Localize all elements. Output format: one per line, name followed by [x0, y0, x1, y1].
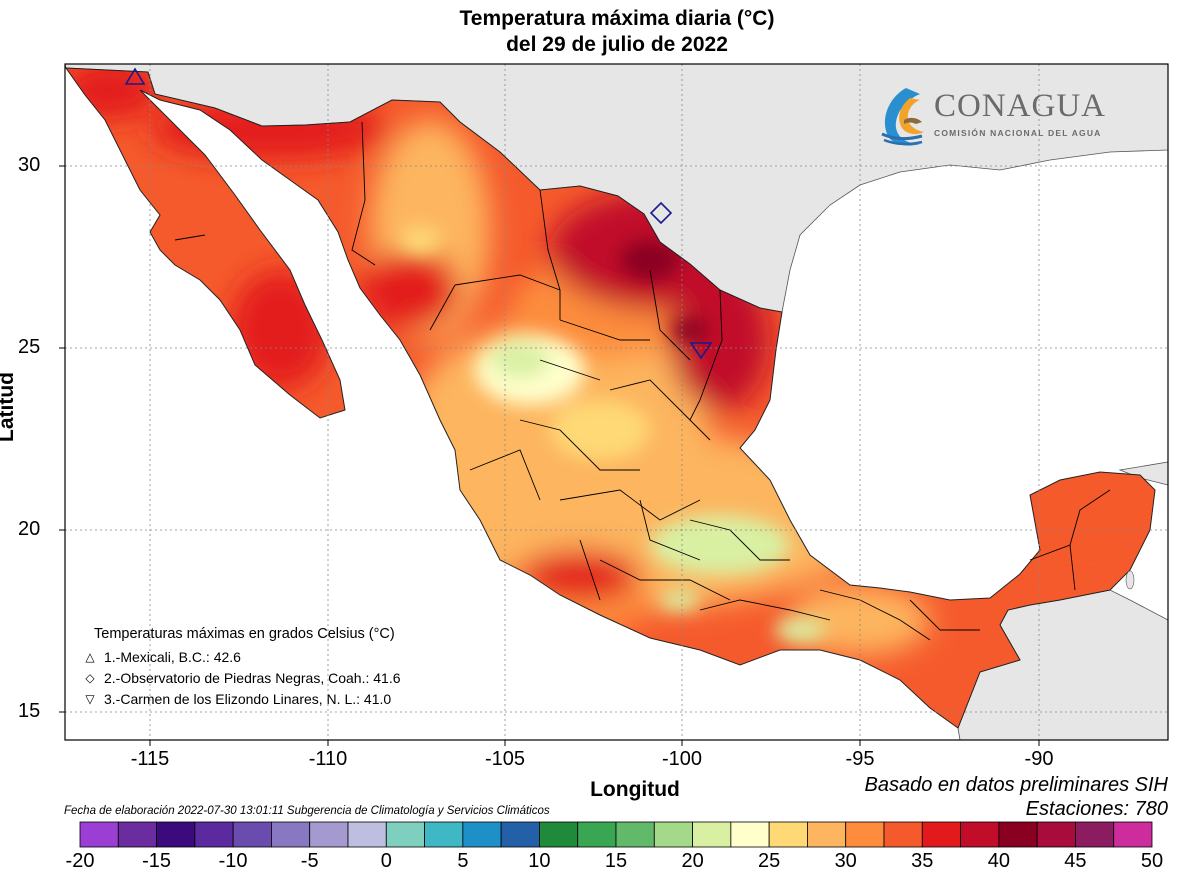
logo-wordmark: CONAGUA: [934, 88, 1106, 124]
y-tick-20: 20: [18, 518, 41, 540]
colorbar-swatch: [730, 821, 770, 848]
colorbar-swatch: [194, 821, 234, 848]
colorbar-swatch: [347, 821, 387, 848]
colorbar-tick-label: 5: [457, 850, 469, 872]
colorbar-tick-label: 10: [528, 850, 551, 872]
colorbar-swatch: [462, 821, 502, 848]
colorbar-tick-label: 30: [834, 850, 857, 872]
colorbar-swatch: [998, 821, 1038, 848]
colorbar-swatch: [539, 821, 579, 848]
map-date-subtitle: del 29 de julio de 2022: [506, 33, 728, 56]
colorbar-swatch: [385, 821, 425, 848]
colorbar-tick-label: 45: [1064, 850, 1087, 872]
colorbar-swatch: [156, 821, 196, 848]
x-tick-minus95: -95: [845, 748, 875, 770]
colorbar-swatch: [960, 821, 1000, 848]
legend-item-label: 3.-Carmen de los Elizondo Linares, N. L.…: [104, 691, 392, 707]
conagua-emblem-icon: [881, 88, 924, 146]
colorbar-tick-label: -10: [218, 850, 248, 872]
y-tick-30: 30: [18, 154, 41, 176]
station-markers: [124, 67, 713, 360]
marker-piedras-negras: [649, 201, 673, 225]
x-tick-minus100: -100: [661, 748, 703, 770]
colorbar-swatch: [271, 821, 311, 848]
legend-item-label: 1.-Mexicali, B.C.: 42.6: [104, 649, 241, 665]
marker-mexicali: [124, 67, 146, 85]
colorbar-tick-label: 40: [987, 850, 1011, 872]
colorbar-swatch: [883, 821, 923, 848]
marker-carmen-elizondo: [689, 342, 713, 360]
colorbar-swatch: [845, 821, 885, 848]
colorbar-tick-label: 35: [911, 850, 934, 872]
colorbar-swatch: [615, 821, 655, 848]
y-axis-label: Latitud: [0, 372, 18, 442]
x-tick-minus105: -105: [484, 748, 526, 770]
colorbar-tick-label: 15: [604, 850, 628, 872]
colorbar-swatch: [424, 821, 464, 848]
colorbar-tick-label: 50: [1140, 850, 1164, 872]
legend-title: Temperaturas máximas en grados Celsius (…: [94, 626, 395, 642]
colorbar-tick-label: 20: [681, 850, 704, 872]
colorbar-tick-label: -15: [142, 850, 172, 872]
legend-item: ◇ 2.-Observatorio de Piedras Negras, Coa…: [82, 668, 401, 689]
colorbar-swatch: [79, 821, 119, 848]
legend-item-label: 2.-Observatorio de Piedras Negras, Coah.…: [104, 670, 401, 686]
legend-item: △ 1.-Mexicali, B.C.: 42.6: [82, 647, 401, 668]
data-source-note: Basado en datos preliminares SIH: [864, 774, 1169, 796]
x-tick-minus90: -90: [1024, 748, 1054, 770]
x-tick-minus110: -110: [308, 748, 348, 770]
y-tick-15: 15: [18, 700, 41, 722]
colorbar-swatch: [117, 821, 157, 848]
colorbar-swatch: [1113, 821, 1153, 848]
legend-item: ▽ 3.-Carmen de los Elizondo Linares, N. …: [82, 689, 401, 710]
x-axis-label: Longitud: [590, 778, 680, 801]
map-title: Temperatura máxima diaria (°C): [459, 7, 775, 30]
axis-ticks: [59, 165, 1040, 746]
colorbar-swatch: [653, 821, 693, 848]
colorbar-swatch: [500, 821, 540, 848]
colorbar-tick-label: 0: [380, 850, 392, 872]
colorbar-swatch: [807, 821, 847, 848]
colorbar-tick-label: 25: [757, 850, 781, 872]
triangle-down-icon: ▽: [85, 692, 95, 706]
colorbar: [79, 821, 1153, 848]
plot-frame: [64, 63, 1169, 741]
diamond-icon: ◇: [85, 671, 95, 685]
grid-lines: [65, 64, 1168, 740]
logo-subtitle: COMISIÓN NACIONAL DEL AGUA: [934, 128, 1102, 138]
colorbar-swatch: [768, 821, 808, 848]
colorbar-swatch: [309, 821, 349, 848]
colorbar-swatch: [232, 821, 272, 848]
conagua-logo: CONAGUA COMISIÓN NACIONAL DEL AGUA: [876, 84, 1136, 152]
colorbar-tick-label: -20: [65, 850, 95, 872]
colorbar-swatch: [921, 821, 961, 848]
triangle-up-icon: △: [85, 650, 95, 664]
colorbar-tick-label: -5: [300, 850, 319, 872]
colorbar-swatch: [1075, 821, 1115, 848]
colorbar-swatch: [1036, 821, 1076, 848]
mexico-outline: [65, 67, 1156, 729]
station-legend: Temperaturas máximas en grados Celsius (…: [82, 624, 401, 710]
y-tick-25: 25: [18, 336, 41, 358]
elaboration-note: Fecha de elaboración 2022-07-30 13:01:11…: [64, 805, 550, 817]
colorbar-swatch: [577, 821, 617, 848]
x-tick-minus115: -115: [130, 748, 170, 770]
state-borders: [174, 121, 1111, 641]
stations-count: Estaciones: 780: [1025, 798, 1168, 820]
colorbar-swatch: [692, 821, 732, 848]
cozumel-island: [1125, 570, 1135, 590]
